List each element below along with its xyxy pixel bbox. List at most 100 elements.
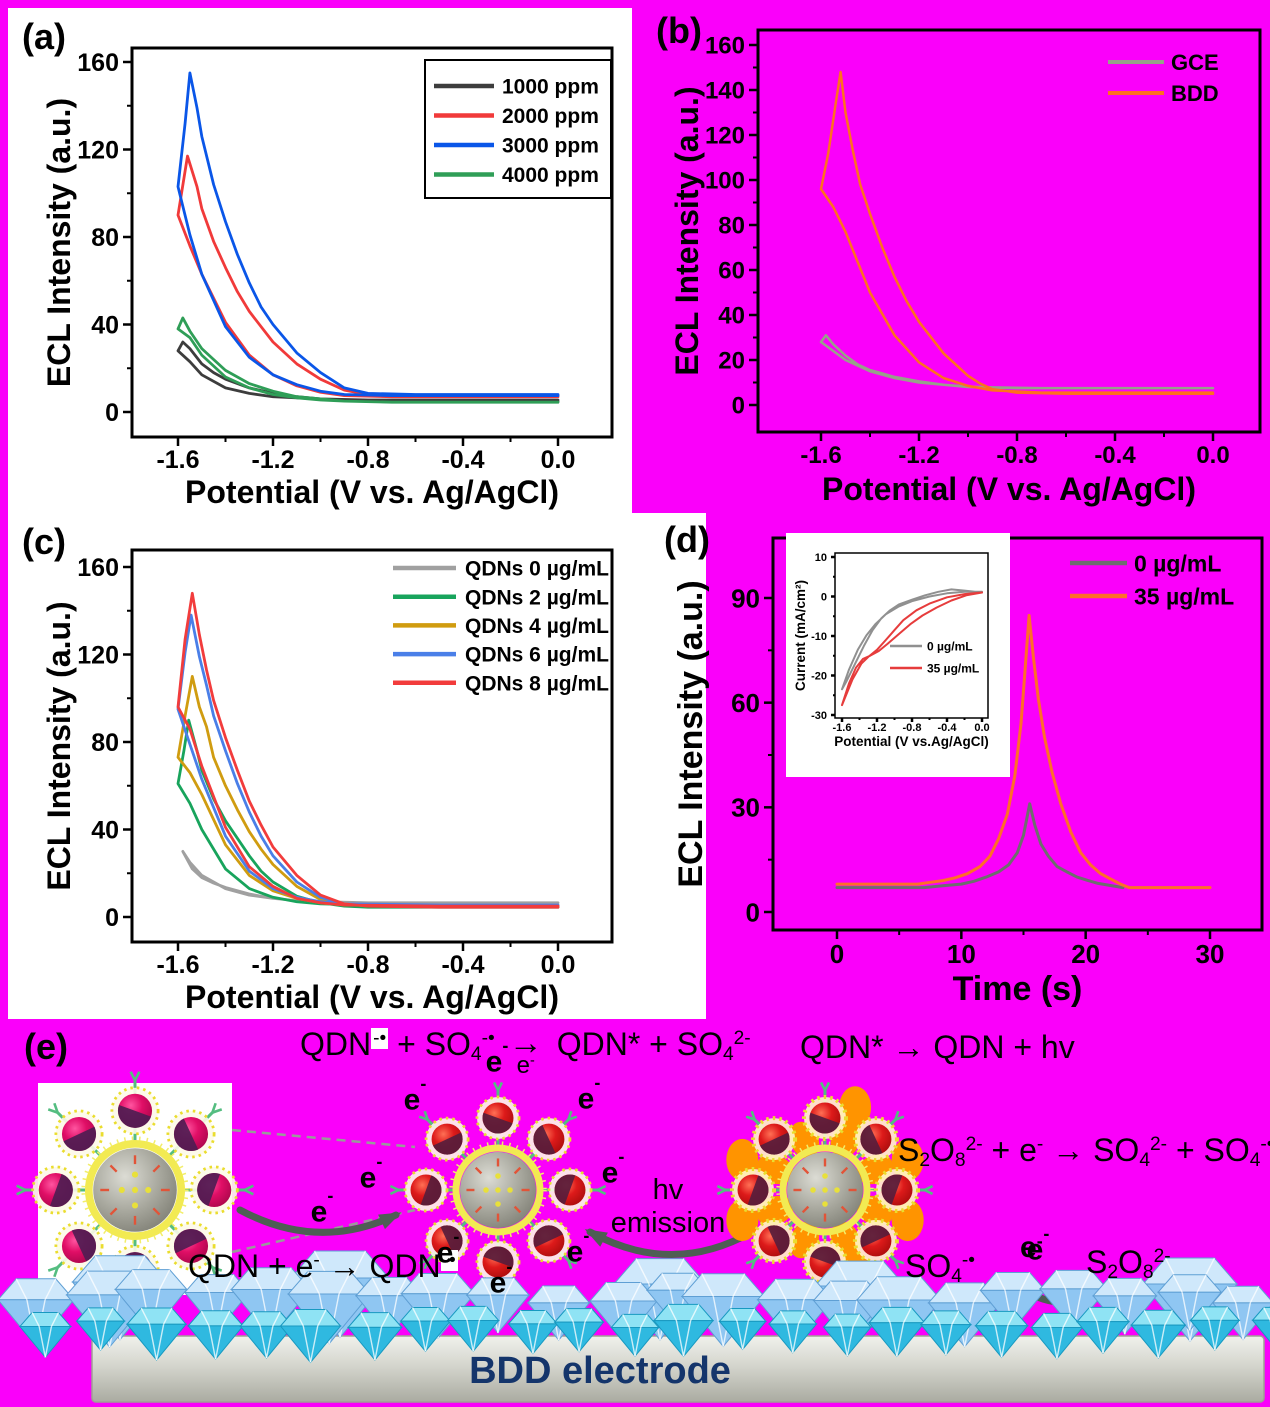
core-mark [513, 1166, 522, 1175]
y-axis-label: ECL Intensity (a.u.) [672, 580, 710, 887]
core-dot [131, 1202, 139, 1209]
x-tick-label: -1.2 [868, 722, 887, 734]
electron-label: e- [601, 1146, 625, 1190]
panel-b-letter: (b) [656, 10, 702, 51]
core-mark [109, 1207, 118, 1216]
linker-prong [923, 1188, 934, 1196]
hv-emission-arrow [586, 1228, 756, 1258]
diamond-front [75, 1307, 126, 1351]
diamond-front [399, 1306, 452, 1353]
y-tick-label: -10 [811, 631, 827, 643]
core-mark [474, 1205, 483, 1214]
panel-ab-white-background [8, 8, 632, 515]
y-axis-label: ECL Intensity (a.u.) [669, 86, 705, 375]
electron-label: e- [359, 1151, 383, 1195]
plot-frame [756, 28, 1262, 434]
chart-inset: -1.6 -1.2 -0.8 -0.4 0.0 10 0 -10 -20 -30 Potential… [786, 533, 1010, 777]
linker-prong [16, 1184, 27, 1192]
electron-label: e- [485, 1035, 509, 1079]
qdn-cluster-excited [716, 1081, 934, 1299]
x-tick-label: -0.8 [346, 951, 389, 979]
x-tick-label: -0.4 [441, 446, 484, 474]
legend-label: QDNs 8 µg/mL [465, 672, 609, 695]
core-yellow-ring [452, 1144, 544, 1236]
legend-label: QDNs 2 µg/mL [465, 586, 609, 609]
y-tick-label: 0 [105, 399, 119, 427]
linker-prong [567, 1115, 578, 1121]
y-tick-label: 0 [732, 393, 745, 420]
inset-background [786, 533, 1010, 777]
core-dot-ring [81, 1136, 189, 1244]
x-tick-label: -0.8 [903, 722, 922, 734]
satellite-dark-half [554, 1174, 576, 1205]
electron-label: e- [403, 1073, 427, 1117]
callout-dash-top [231, 1128, 416, 1149]
core-mark [152, 1207, 161, 1216]
x-tick-label: 0.0 [541, 446, 576, 474]
y-axis-label: Current (mA/cm²) [793, 580, 808, 691]
core-dot [495, 1187, 501, 1193]
series-3000-ppm [176, 71, 560, 398]
chart-c: -1.6 -1.2 -0.8 -0.4 0.0 0 40 80 120 160 Potential … [41, 548, 614, 1015]
y-tick-label: 10 [815, 552, 827, 564]
x-axis-label: Potential (V vs. Ag/AgCl) [185, 474, 559, 510]
x-axis-label: Potential (V vs. Ag/AgCl) [185, 979, 559, 1015]
diamond-front [974, 1310, 1029, 1359]
y-tick-label: 160 [77, 554, 119, 582]
y-tick-label: 160 [705, 33, 745, 60]
y-tick-label: 90 [731, 583, 760, 613]
satellite-dark-half [482, 1112, 513, 1134]
electron-label: e- [436, 1226, 460, 1270]
y-tick-label: 20 [718, 348, 745, 375]
diamond-front [718, 1308, 767, 1351]
y-tick-label: 140 [705, 78, 745, 105]
eq1-arrow: → e- [508, 1024, 543, 1078]
y-tick-label: 0 [821, 591, 827, 603]
core-mark [152, 1164, 161, 1173]
plot-frame [771, 536, 1264, 932]
linker-prong [418, 1259, 429, 1265]
y-tick-label: 80 [91, 729, 119, 757]
satellite-dark-half [433, 1132, 463, 1155]
x-axis: -1.6 -1.2 -0.8 -0.4 0.0 [800, 432, 1230, 469]
legend-label: GCE [1171, 50, 1219, 75]
x-axis-label: Potential (V vs.Ag/AgCl) [834, 734, 989, 749]
legend-label: 35 µg/mL [927, 661, 979, 675]
linker-prong [745, 1259, 756, 1265]
satellite-dark-half [760, 1132, 790, 1155]
diamond-front [919, 1310, 972, 1356]
diamond-front [1189, 1306, 1241, 1351]
y-tick-label: 120 [705, 123, 745, 150]
arrow-right-icon: → [508, 1024, 543, 1062]
legend-label: 2000 ppm [502, 105, 599, 128]
diamond-back [1157, 1274, 1223, 1332]
series-QDNs-4-µg/mL [176, 674, 560, 908]
core-mark [840, 1205, 849, 1214]
plot-frame [130, 548, 614, 944]
sulfate-radical-label: SO4-• [905, 1248, 976, 1288]
satellite-dark-half [767, 1225, 790, 1255]
series-QDNs-8-µg/mL [176, 591, 560, 909]
panel-d-letter: (d) [664, 519, 710, 560]
satellite-dark-half [881, 1174, 903, 1205]
linker-prong [389, 1184, 400, 1192]
qdn-cluster-reduced [389, 1081, 607, 1299]
core-dot [131, 1171, 139, 1178]
x-tick-label: -1.6 [800, 442, 841, 469]
series-QDNs-0-µg/mL [181, 849, 560, 905]
x-axis: 0 10 20 30 [830, 930, 1224, 969]
panel-e-letter: (e) [24, 1026, 68, 1067]
x-tick-label: -1.2 [898, 442, 939, 469]
panel-c-chart: -1.6 -1.2 -0.8 -0.4 0.0 0 40 80 120 160 Potential … [41, 548, 614, 1015]
linker-prong [750, 1110, 756, 1121]
diamond-front [1130, 1309, 1187, 1359]
diamond-front [610, 1313, 660, 1357]
y-tick-label: -20 [811, 670, 827, 682]
y-tick-label: 30 [731, 793, 760, 823]
electron-label: e- [1020, 1231, 1043, 1264]
core-dot [822, 1173, 828, 1179]
legend: GCE BDD [1108, 50, 1219, 106]
linker-prong [496, 1081, 504, 1092]
legend-label: 4000 ppm [502, 164, 599, 187]
